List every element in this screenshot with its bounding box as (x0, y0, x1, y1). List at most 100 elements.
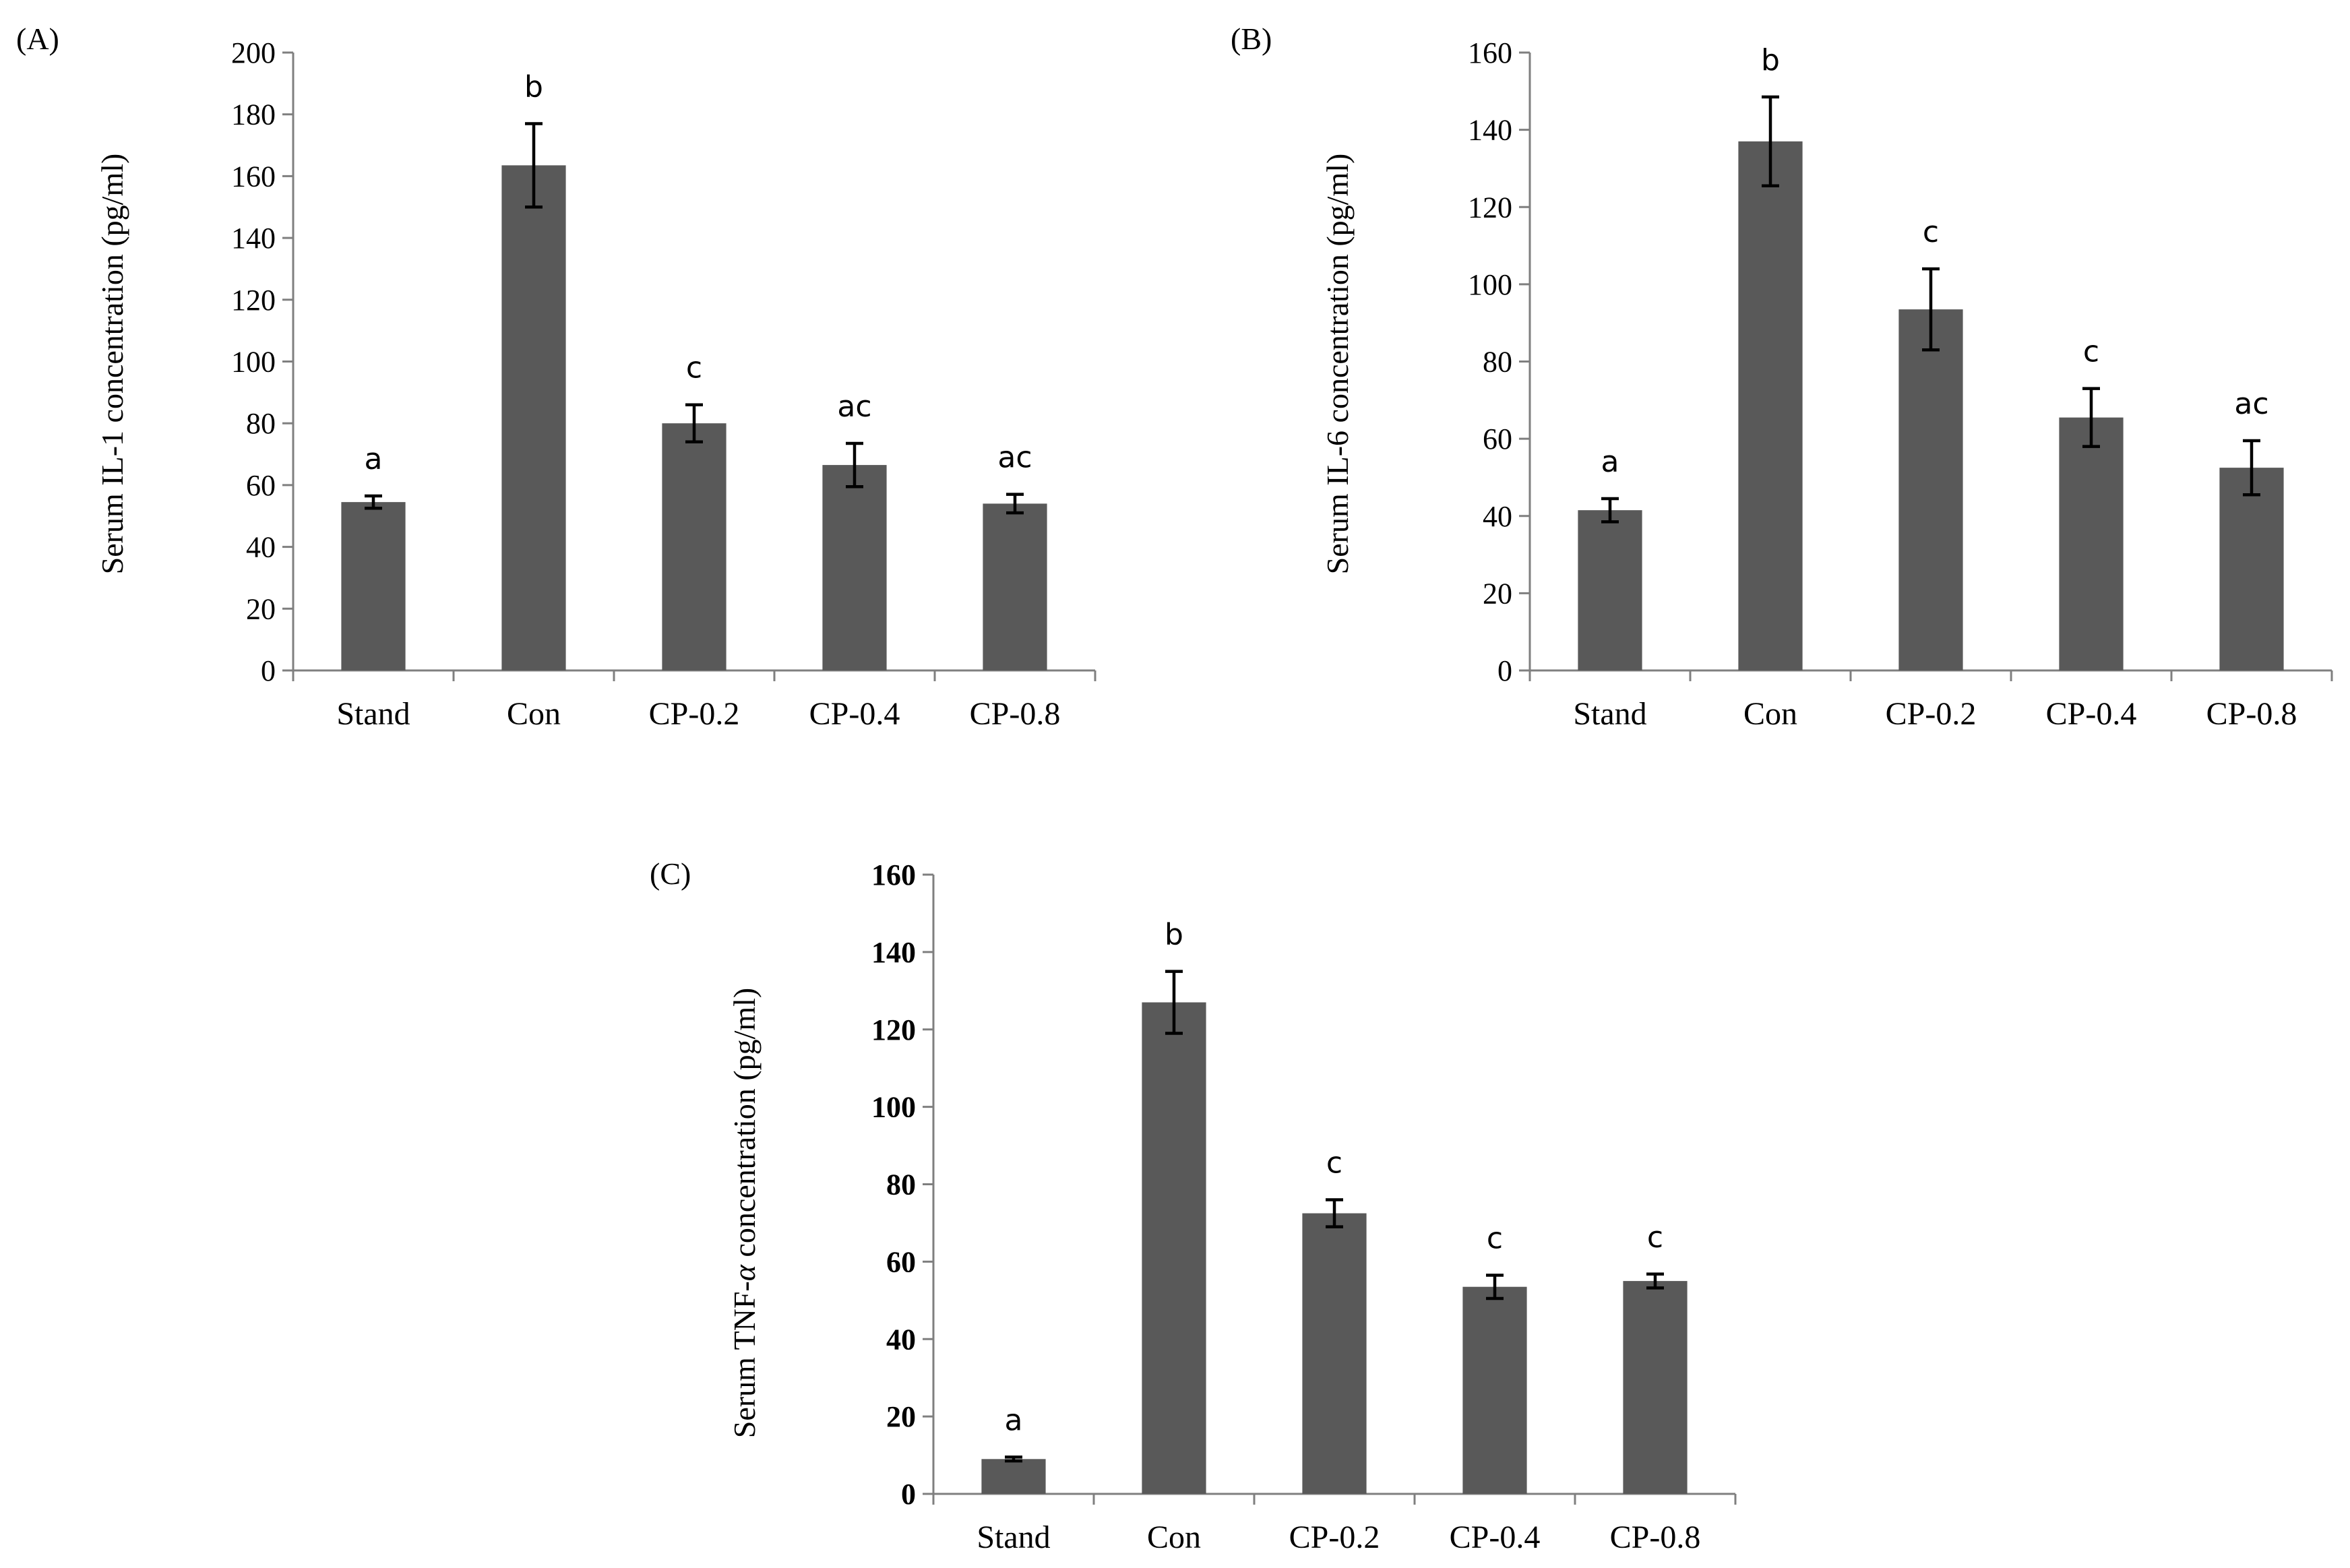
y-axis-label: Serum IL-6 concentration (pg/ml) (1320, 154, 1355, 575)
y-tick-label: 180 (231, 98, 276, 131)
x-category-label: CP-0.4 (2046, 696, 2137, 732)
error-bar (1646, 1272, 1664, 1290)
bar-cp-0-4 (2059, 417, 2124, 670)
y-tick-label: 100 (871, 1091, 916, 1124)
significance-letter: c (1326, 1146, 1342, 1180)
y-tick-label: 0 (1497, 654, 1512, 687)
x-category-label: CP-0.8 (2206, 696, 2297, 732)
y-tick-label: 60 (1483, 422, 1512, 456)
y-tick-label: 0 (901, 1478, 916, 1511)
y-tick-label: 120 (871, 1013, 916, 1046)
error-bar (1601, 497, 1619, 524)
bar-stand (341, 502, 406, 670)
x-category-label: CP-0.2 (1289, 1519, 1380, 1555)
y-tick-label: 120 (231, 284, 276, 317)
y-tick-label: 140 (871, 936, 916, 969)
significance-letter: a (1601, 445, 1619, 479)
bar-con (1738, 141, 1803, 671)
error-bar (1005, 1455, 1022, 1463)
error-bar (1165, 970, 1183, 1035)
y-axis-label-suffix: concentration (pg/ml) (727, 988, 762, 1265)
bar-cp-0-4 (822, 465, 887, 670)
error-bar (1006, 493, 1024, 515)
x-category-label: Stand (977, 1519, 1050, 1555)
significance-letter: b (1761, 43, 1780, 77)
error-bar (2243, 439, 2260, 497)
x-category-label: Stand (336, 696, 410, 732)
x-category-label: Con (1743, 696, 1797, 732)
y-tick-label: 40 (246, 531, 276, 564)
bar-cp-0-2 (1302, 1213, 1367, 1494)
significance-letter: a (365, 442, 383, 476)
error-bar (1762, 95, 1779, 187)
error-bar (685, 403, 703, 443)
y-tick-label: 140 (231, 222, 276, 255)
y-tick-label: 80 (1483, 346, 1512, 379)
bar-cp-0-8 (1623, 1281, 1688, 1494)
bar-cp-0-4 (1462, 1286, 1527, 1494)
x-category-label: CP-0.2 (649, 696, 740, 732)
y-tick-label: 160 (871, 858, 916, 891)
chart-panel-a: (A) Serum IL-1 concentration (pg/ml) 0 20… (16, 22, 1096, 732)
significance-letter: c (686, 351, 702, 385)
significance-letter: b (524, 69, 543, 104)
x-category-label: CP-0.8 (970, 696, 1061, 732)
y-tick-label: 60 (246, 469, 276, 502)
y-tick-label: 20 (246, 592, 276, 625)
bar-con (501, 165, 566, 671)
y-tick-label: 80 (886, 1168, 916, 1201)
y-tick-label: 160 (1468, 36, 1512, 69)
y-tick-label: 40 (1483, 500, 1512, 533)
y-tick-label: 40 (886, 1323, 916, 1356)
panel-label: (A) (16, 22, 59, 56)
significance-letter: c (1923, 215, 1939, 249)
panel-label: (C) (650, 856, 691, 891)
significance-letter: c (1487, 1221, 1503, 1255)
error-bar (846, 441, 863, 489)
error-bar (2082, 387, 2100, 448)
y-tick-label: 200 (231, 36, 276, 69)
significance-letter: c (2083, 335, 2099, 369)
y-tick-label: 60 (886, 1245, 916, 1278)
chart-panel-c: (C) Serum TNF-α concentration (pg/ml) 0 2… (650, 856, 1737, 1555)
significance-letter: b (1165, 918, 1183, 952)
bar-cp-0-8 (983, 503, 1047, 670)
x-category-label: Stand (1573, 696, 1646, 732)
y-tick-label: 0 (261, 654, 276, 687)
bar-cp-0-8 (2219, 468, 2284, 670)
x-category-label: CP-0.4 (1450, 1519, 1541, 1555)
y-tick-label: 80 (246, 407, 276, 440)
x-category-label: CP-0.8 (1610, 1519, 1701, 1555)
y-tick-label: 20 (1483, 577, 1512, 610)
bar-cp-0-2 (662, 423, 726, 670)
significance-letter: ac (997, 441, 1032, 475)
bar-stand (981, 1459, 1046, 1494)
y-tick-label: 100 (231, 346, 276, 379)
error-bar (525, 122, 543, 209)
y-tick-label: 100 (1468, 268, 1512, 301)
x-category-label: Con (507, 696, 561, 732)
error-bar (1326, 1198, 1343, 1228)
chart-panel-b: (B) Serum IL-6 concentration (pg/ml) 0 20… (1231, 22, 2333, 732)
significance-letter: c (1647, 1220, 1663, 1255)
y-tick-label: 140 (1468, 114, 1512, 147)
y-tick-label: 120 (1468, 191, 1512, 224)
x-category-label: CP-0.4 (809, 696, 900, 732)
bar-cp-0-2 (1898, 309, 1963, 670)
y-axis-label-symbol: α (727, 1264, 762, 1281)
bar-con (1142, 1002, 1206, 1494)
panel-label: (B) (1231, 22, 1272, 56)
error-bar (1486, 1274, 1504, 1300)
significance-letter: ac (837, 389, 871, 424)
significance-letter: ac (2234, 387, 2268, 421)
significance-letter: a (1005, 1403, 1023, 1437)
y-axis-label: Serum IL-1 concentration (pg/ml) (95, 154, 129, 575)
y-axis-label-prefix: Serum TNF- (727, 1281, 762, 1438)
y-axis-label: Serum TNF-α concentration (pg/ml) (727, 988, 762, 1438)
error-bar (1922, 267, 1940, 352)
x-category-label: Con (1147, 1519, 1201, 1555)
y-tick-label: 160 (231, 160, 276, 193)
y-tick-label: 20 (886, 1400, 916, 1433)
x-category-label: CP-0.2 (1886, 696, 1977, 732)
